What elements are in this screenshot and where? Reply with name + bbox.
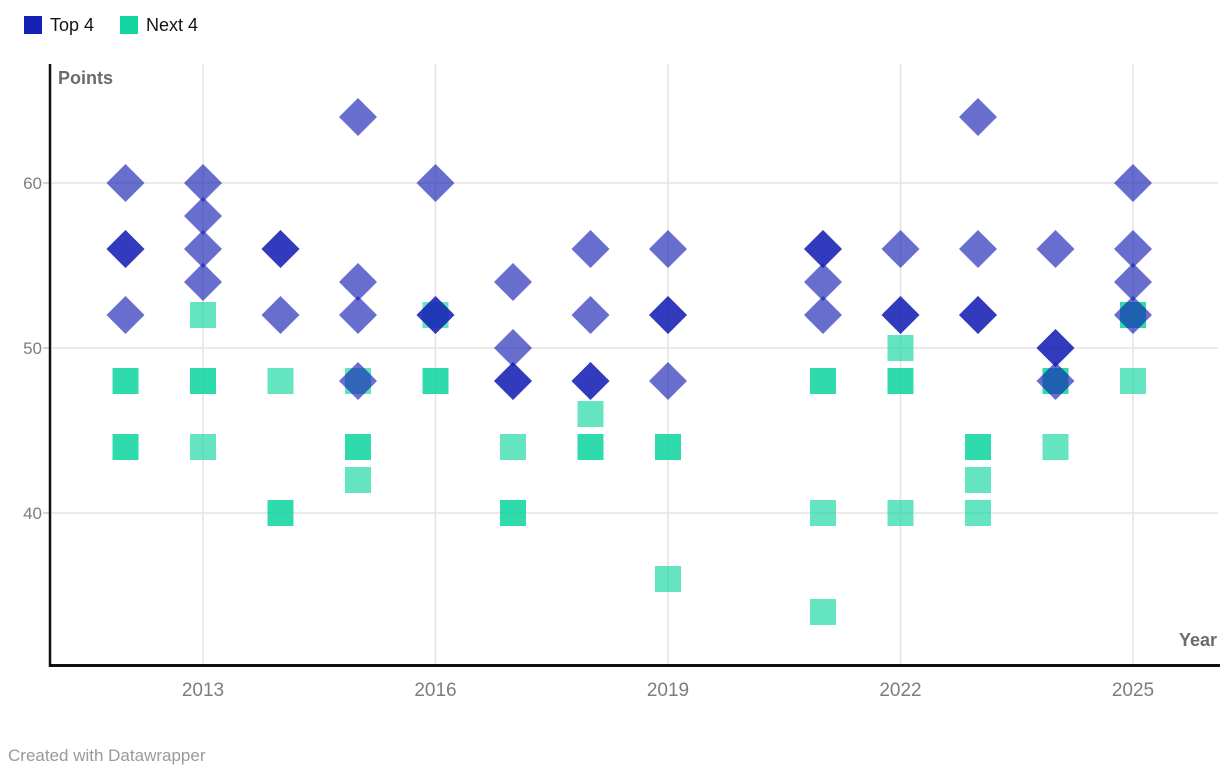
data-point-top4[interactable]: [881, 296, 920, 334]
data-point-top4[interactable]: [1036, 230, 1075, 268]
x-axis-title: Year: [1178, 630, 1217, 650]
data-point-top4[interactable]: [959, 296, 997, 334]
legend-label-next4: Next 4: [146, 15, 199, 35]
data-point-next4[interactable]: [577, 434, 604, 460]
data-point-top4[interactable]: [494, 329, 532, 367]
x-tick-label: 2025: [1112, 680, 1154, 701]
data-point-top4[interactable]: [804, 296, 842, 334]
data-point-next4[interactable]: [190, 302, 216, 328]
data-point-next4[interactable]: [1042, 434, 1069, 460]
data-point-top4[interactable]: [416, 296, 455, 334]
data-point-top4[interactable]: [494, 263, 532, 301]
data-point-top4[interactable]: [261, 296, 300, 334]
data-point-top4[interactable]: [1114, 230, 1152, 268]
data-point-next4[interactable]: [190, 368, 216, 394]
legend: Top 4 Next 4: [24, 16, 224, 34]
data-point-next4[interactable]: [112, 368, 139, 394]
legend-item-next4: Next 4: [120, 16, 198, 34]
data-point-next4[interactable]: [810, 599, 836, 625]
data-point-top4[interactable]: [184, 263, 222, 301]
legend-item-top4: Top 4: [24, 16, 94, 34]
x-tick-label: 2016: [414, 680, 456, 701]
data-point-top4[interactable]: [494, 362, 532, 400]
data-point-top4[interactable]: [339, 98, 377, 136]
data-point-next4[interactable]: [810, 500, 836, 526]
data-point-top4[interactable]: [571, 296, 610, 334]
data-point-next4[interactable]: [190, 434, 216, 460]
data-point-next4[interactable]: [345, 467, 371, 493]
data-point-top4[interactable]: [106, 164, 145, 202]
x-tick-label: 2022: [879, 680, 921, 701]
top4-swatch-icon: [24, 16, 42, 34]
data-point-top4[interactable]: [959, 230, 997, 268]
y-tick-label: 50: [23, 339, 42, 358]
data-point-top4[interactable]: [571, 230, 610, 268]
data-point-next4[interactable]: [887, 335, 914, 361]
data-point-top4[interactable]: [1114, 296, 1152, 334]
y-tick-label: 60: [23, 174, 42, 193]
y-axis-title: Points: [58, 68, 114, 88]
data-point-next4[interactable]: [422, 368, 449, 394]
data-point-top4[interactable]: [416, 164, 455, 202]
data-point-top4[interactable]: [1114, 164, 1152, 202]
data-point-next4[interactable]: [965, 467, 991, 493]
data-point-top4[interactable]: [881, 230, 920, 268]
data-point-top4[interactable]: [339, 296, 377, 334]
data-point-next4[interactable]: [965, 500, 991, 526]
data-point-next4[interactable]: [500, 434, 526, 460]
x-tick-label: 2013: [182, 680, 224, 701]
data-point-top4[interactable]: [261, 230, 300, 268]
data-point-next4[interactable]: [887, 500, 914, 526]
data-point-top4[interactable]: [804, 230, 842, 268]
data-point-top4[interactable]: [339, 362, 377, 400]
data-point-next4[interactable]: [267, 368, 294, 394]
data-point-next4[interactable]: [345, 434, 371, 460]
data-point-next4[interactable]: [965, 434, 991, 460]
data-point-top4[interactable]: [184, 164, 222, 202]
data-point-next4[interactable]: [500, 500, 526, 526]
x-tick-label: 2019: [647, 680, 689, 701]
data-point-next4[interactable]: [810, 368, 836, 394]
y-tick-label: 40: [23, 504, 42, 523]
data-point-next4[interactable]: [1120, 368, 1146, 394]
data-point-top4[interactable]: [1114, 263, 1152, 301]
legend-label-top4: Top 4: [50, 15, 95, 35]
data-point-next4[interactable]: [887, 368, 914, 394]
data-point-top4[interactable]: [571, 362, 610, 400]
data-point-top4[interactable]: [1036, 362, 1075, 400]
data-point-next4[interactable]: [267, 500, 294, 526]
data-point-top4[interactable]: [339, 263, 377, 301]
data-point-top4[interactable]: [959, 98, 997, 136]
data-point-next4[interactable]: [655, 566, 681, 592]
next4-swatch-icon: [120, 16, 139, 34]
data-point-top4[interactable]: [804, 263, 842, 301]
data-point-top4[interactable]: [106, 296, 145, 334]
data-point-top4[interactable]: [649, 362, 687, 400]
attribution: Created with Datawrapper: [8, 746, 206, 765]
data-point-top4[interactable]: [106, 230, 145, 268]
data-point-top4[interactable]: [649, 230, 687, 268]
data-point-top4[interactable]: [184, 230, 222, 268]
data-point-next4[interactable]: [577, 401, 604, 427]
data-point-next4[interactable]: [655, 434, 681, 460]
data-point-next4[interactable]: [112, 434, 139, 460]
data-point-top4[interactable]: [1036, 329, 1075, 367]
data-point-top4[interactable]: [649, 296, 687, 334]
data-point-top4[interactable]: [184, 197, 222, 235]
